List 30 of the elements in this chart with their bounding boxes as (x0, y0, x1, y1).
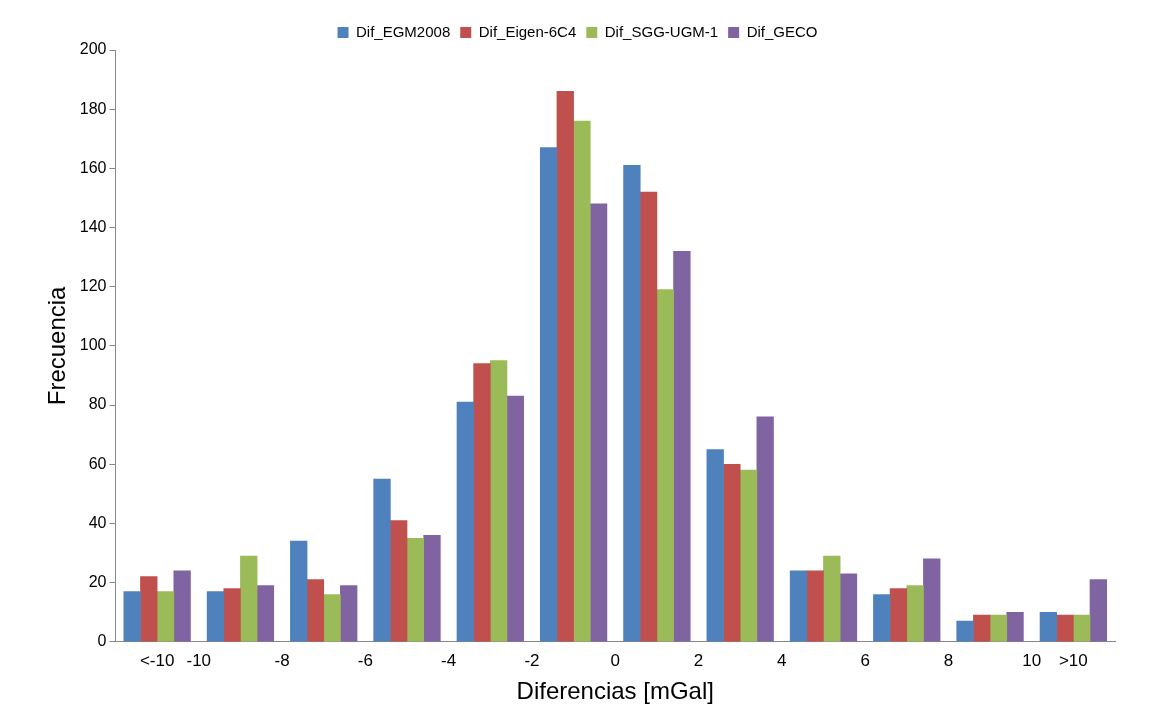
legend-label: Dif_EGM2008 (356, 22, 451, 40)
x-tick-label: -6 (357, 650, 373, 670)
y-tick-label: 60 (88, 454, 107, 472)
x-tick-label: 8 (943, 650, 954, 670)
y-tick-label: 140 (79, 217, 107, 235)
y-tick-label: 160 (79, 158, 107, 176)
x-tick-label: -2 (524, 650, 540, 670)
y-tick-label: 120 (79, 277, 107, 295)
legend-label: Dif_GECO (746, 22, 818, 40)
x-tick-label: -10 (186, 650, 212, 670)
y-tick-label: 40 (88, 513, 107, 531)
y-tick-label: 100 (79, 336, 107, 354)
x-tick-label: <-10 (139, 650, 175, 670)
y-tick-label: 80 (88, 395, 107, 413)
legend-label: Dif_SGG-UGM-1 (604, 22, 719, 40)
x-tick-label: 4 (777, 650, 787, 670)
y-tick-label: 200 (79, 40, 107, 58)
x-tick-label: 0 (610, 650, 620, 670)
x-axis-title: Diferencias [mGal] (516, 677, 714, 705)
legend-label: Dif_Eigen-6C4 (478, 22, 577, 40)
y-tick-label: 0 (97, 632, 107, 650)
y-axis-title: Frecuencia (43, 285, 71, 406)
x-tick-label: 6 (860, 650, 870, 670)
y-tick-label: 180 (79, 99, 107, 117)
x-tick-label: -4 (441, 650, 457, 670)
y-tick-label: 20 (88, 573, 107, 591)
x-tick-label: 2 (693, 650, 704, 670)
x-tick-label: 10 (1022, 650, 1042, 670)
x-tick-label: -8 (274, 650, 290, 670)
x-tick-label: >10 (1058, 650, 1088, 670)
